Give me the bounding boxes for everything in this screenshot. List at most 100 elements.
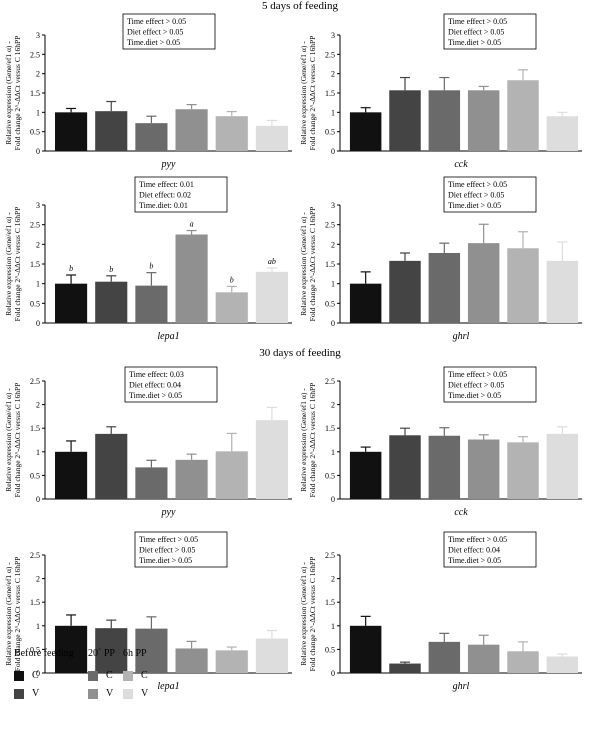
y-tick-label: 0.5	[30, 128, 40, 137]
y-axis-label: Relative expression (Gene/ef1 α) -	[299, 41, 308, 145]
y-tick-label: 1.5	[325, 89, 335, 98]
legend-item-20pp-c: C	[88, 670, 113, 681]
legend: Before feeding 20´ PP 6h PP C V C V C V	[0, 648, 600, 733]
y-tick-label: 1	[36, 622, 40, 631]
y-axis-label: Fold change 2^-ΔΔCt versus C 16hPP	[13, 36, 22, 151]
bar	[55, 625, 88, 673]
legend-label: C	[32, 670, 39, 681]
y-axis-label: Relative expression (Gene/ef1 α) -	[299, 388, 308, 492]
stats-line: Diet effect: 0.04	[129, 381, 181, 390]
significance-letter: b	[69, 264, 73, 273]
y-tick-label: 0	[36, 495, 40, 504]
y-tick-label: 0	[331, 319, 335, 328]
bar	[428, 90, 461, 151]
legend-swatch	[88, 688, 98, 699]
chart-pyy-5d: 0 0.5 1 1.5 2 2.5 3 Relative expression (Gene/e…	[4, 13, 292, 170]
stats-line: Time.diet > 0.05	[448, 391, 501, 400]
y-tick-label: 0	[36, 319, 40, 328]
bar	[389, 90, 421, 151]
bar	[215, 451, 248, 499]
y-tick-label: 0	[36, 669, 40, 678]
bar	[215, 292, 248, 323]
y-tick-label: 2.5	[30, 50, 40, 59]
stats-line: Time effect > 0.05	[448, 370, 507, 379]
x-axis-label: cck	[454, 507, 468, 518]
bar	[55, 112, 88, 151]
y-tick-label: 2	[36, 575, 40, 584]
bar	[389, 435, 421, 499]
y-axis-label: Fold change 2^-ΔΔCt versus C 16hPP	[308, 207, 317, 322]
y-tick-label: 0.5	[30, 645, 40, 654]
y-axis-label: Relative expression (Gene/ef1 α) -	[4, 562, 13, 666]
legend-item-6h-c: C	[123, 670, 148, 681]
bar	[95, 628, 128, 673]
stats-box	[134, 531, 228, 568]
stats-line: Time effect > 0.05	[127, 17, 186, 26]
bar	[175, 109, 208, 151]
y-tick-label: 0.5	[325, 299, 335, 308]
bar	[255, 420, 288, 499]
y-tick-label: 0.5	[30, 471, 40, 480]
section-title-5-days: 5 days of feeding	[261, 0, 339, 12]
x-axis-label: lepa1	[157, 331, 179, 342]
stats-line: Diet effect > 0.05	[448, 28, 504, 37]
y-tick-label: 3	[36, 201, 40, 210]
significance-letter: ab	[268, 257, 276, 266]
bar	[546, 116, 579, 151]
legend-swatch	[14, 688, 24, 699]
section-title-30-days: 30 days of feeding	[259, 347, 341, 359]
legend-swatch	[123, 670, 133, 681]
y-tick-label: 2.5	[325, 551, 335, 560]
bar	[349, 451, 382, 499]
stats-line: Time.diet > 0.05	[127, 38, 180, 47]
y-tick-label: 0	[36, 147, 40, 156]
y-tick-label: 2	[331, 401, 335, 410]
y-tick-label: 2.5	[325, 221, 335, 230]
y-tick-label: 1.5	[30, 598, 40, 607]
stats-line: Time effect > 0.05	[448, 535, 507, 544]
stats-line: Diet effect > 0.05	[139, 546, 195, 555]
stats-line: Time effect: 0.01	[139, 180, 194, 189]
bar	[349, 625, 382, 673]
x-axis-label: ghrl	[453, 331, 470, 342]
y-axis-label: Fold change 2^-ΔΔCt versus C 16hPP	[13, 207, 22, 322]
stats-line: Time.diet > 0.05	[448, 201, 501, 210]
bar	[215, 116, 248, 151]
bar	[215, 650, 248, 673]
y-tick-label: 1.5	[325, 260, 335, 269]
stats-box	[443, 176, 537, 213]
y-tick-label: 2	[331, 240, 335, 249]
bar	[467, 644, 500, 673]
chart-pyy-30d: 0 0.5 1 1.5 2 2.5 Relative expression (Gene/ef…	[4, 366, 292, 518]
bar	[389, 260, 421, 323]
bar	[507, 442, 539, 499]
y-axis-label: Relative expression (Gene/ef1 α) -	[4, 212, 13, 316]
y-tick-label: 2	[36, 70, 40, 79]
bar	[55, 451, 88, 499]
bar	[255, 638, 288, 673]
bar	[95, 111, 128, 151]
stats-box	[134, 176, 228, 213]
stats-line: Time effect > 0.05	[139, 535, 198, 544]
significance-letter: b	[230, 275, 234, 284]
bar	[507, 651, 539, 673]
stats-line: Diet effect > 0.05	[448, 191, 504, 200]
stats-box	[124, 366, 218, 403]
y-tick-label: 2.5	[30, 377, 40, 386]
stats-line: Time effect > 0.05	[448, 17, 507, 26]
y-tick-label: 1.5	[30, 89, 40, 98]
bar	[428, 641, 461, 673]
stats-box	[443, 366, 537, 403]
chart-lepa1-30d: 0 0.5 1 1.5 2 2.5 Relative expression (Gene/ef…	[4, 531, 292, 692]
legend-swatch	[123, 688, 133, 699]
legend-swatch	[88, 670, 98, 681]
y-tick-label: 0	[331, 495, 335, 504]
y-tick-label: 2.5	[30, 221, 40, 230]
y-tick-label: 2.5	[325, 377, 335, 386]
legend-label: V	[141, 688, 149, 699]
x-axis-label: ghrl	[453, 681, 470, 692]
bar	[135, 285, 168, 323]
legend-group-20-pp: 20´ PP	[88, 648, 115, 659]
legend-group-before-feeding: Before feeding	[14, 648, 74, 659]
stats-box	[443, 531, 537, 568]
